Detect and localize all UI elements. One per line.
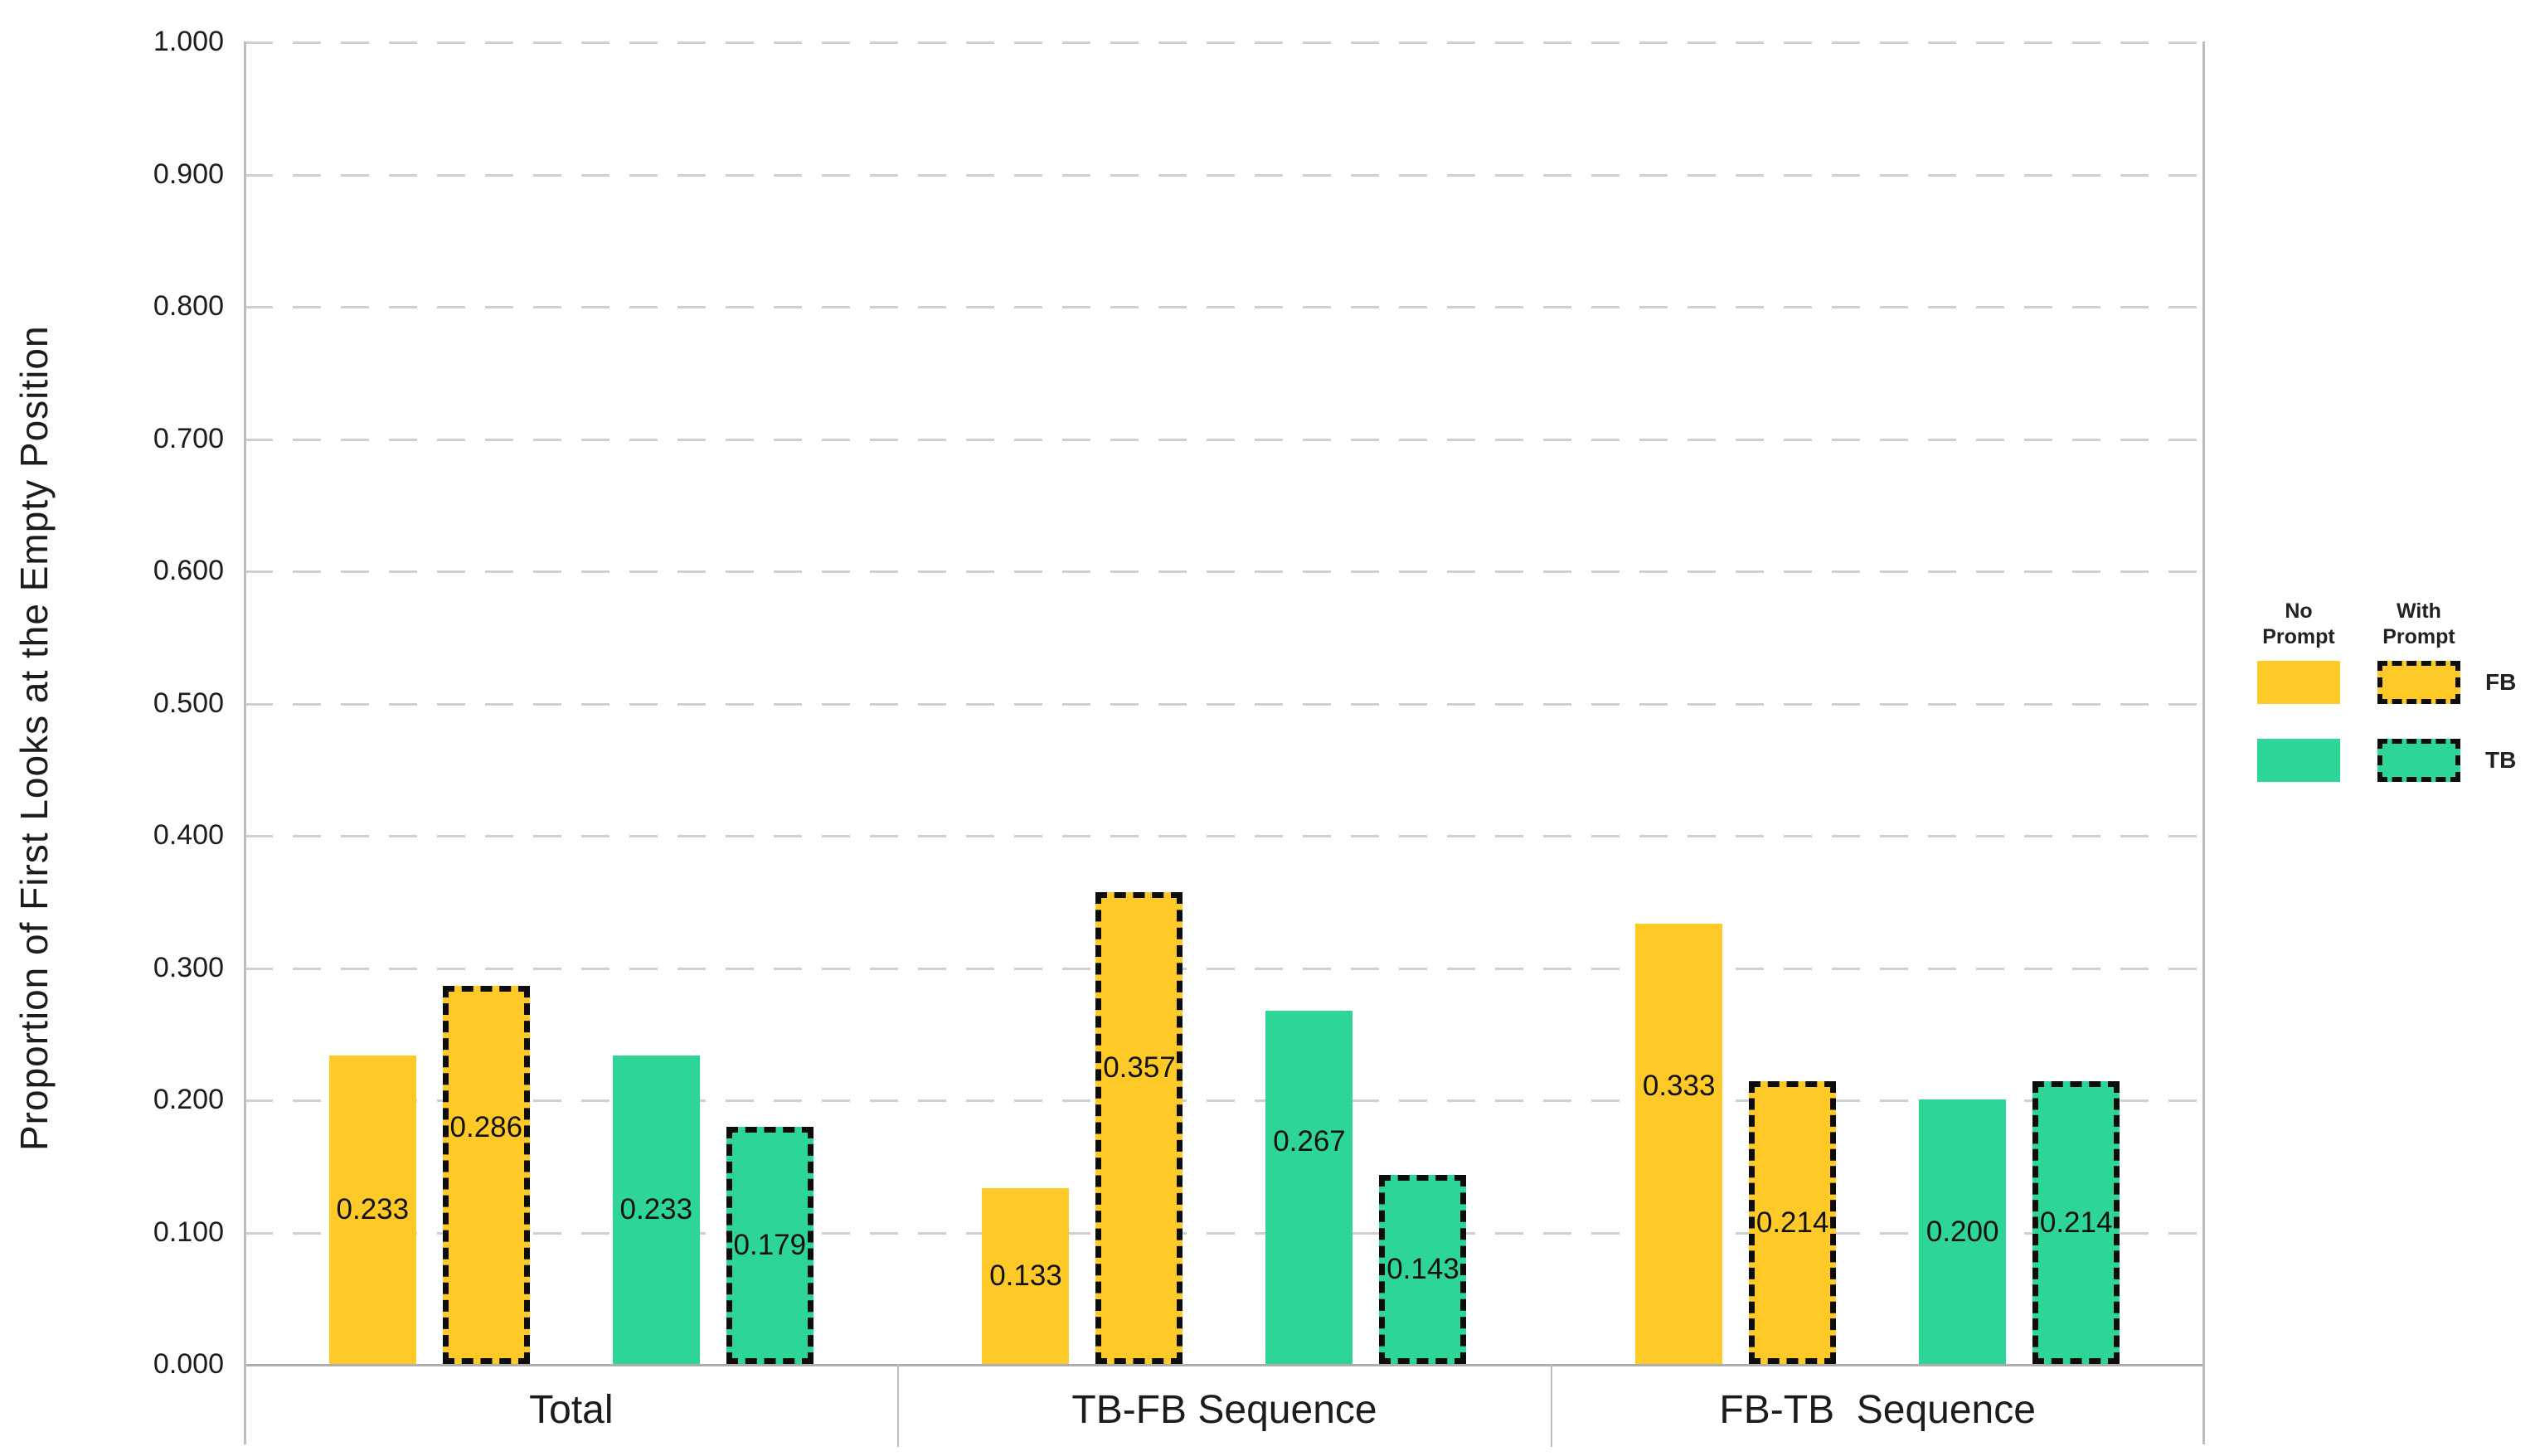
x-category-cell: FB-TB Sequence	[1551, 1364, 2204, 1451]
fb-with-prompt-swatch	[2377, 661, 2460, 704]
legend-header-no-prompt: No Prompt	[2262, 599, 2335, 648]
gridline	[245, 306, 2204, 308]
bar-value-label: 0.133	[989, 1259, 1062, 1292]
tb-with-prompt-swatch	[2377, 739, 2460, 782]
bar: 0.233	[328, 1056, 416, 1364]
y-axis-title: Proportion of First Looks at the Empty P…	[12, 325, 56, 1151]
category-divider	[897, 1364, 899, 1447]
gridline	[245, 835, 2204, 837]
gridline	[245, 1099, 2204, 1102]
bar-value-label: 0.333	[1642, 1070, 1716, 1103]
plot-right-border	[2202, 41, 2205, 1444]
y-tick-label: 0.300	[153, 952, 224, 983]
category-divider	[1551, 1364, 1552, 1447]
y-tick-label: 0.700	[153, 423, 224, 454]
bar-value-label: 0.143	[1386, 1253, 1459, 1285]
bar-value-label: 0.214	[2039, 1206, 2113, 1239]
legend-label-fb: FB	[2485, 669, 2517, 695]
category-group: 0.233 0.286 0.233 0.179	[245, 41, 898, 1364]
bar-value-label: 0.267	[1273, 1124, 1346, 1158]
bar: 0.233	[612, 1056, 700, 1364]
fb-no-prompt-swatch	[2257, 661, 2340, 704]
bar-value-label: 0.214	[1756, 1206, 1829, 1239]
tb-no-prompt-swatch	[2257, 739, 2340, 782]
category-group: 0.333 0.214 0.200 0.214	[1551, 41, 2204, 1364]
y-tick-label: 0.200	[153, 1084, 224, 1115]
bar: 0.357	[1095, 892, 1183, 1364]
bar-value-label: 0.286	[449, 1110, 523, 1143]
bar-value-label: 0.179	[733, 1229, 807, 1261]
gridline	[245, 570, 2204, 573]
bar: 0.286	[442, 986, 530, 1364]
legend-header-with-prompt: With Prompt	[2382, 599, 2455, 648]
gridline	[245, 174, 2204, 177]
category-group: 0.133 0.357 0.267 0.143	[898, 41, 1552, 1364]
bar: 0.143	[1379, 1175, 1467, 1364]
bar: 0.179	[726, 1127, 813, 1364]
y-tick-label: 1.000	[153, 26, 224, 57]
gridline	[245, 439, 2204, 441]
bar: 0.214	[1749, 1081, 1837, 1364]
y-tick-label: 0.900	[153, 158, 224, 190]
bar: 0.200	[1919, 1099, 2007, 1364]
legend-row-tb: TB	[2257, 739, 2531, 782]
y-tick-label: 0.000	[153, 1348, 224, 1380]
y-tick-label: 0.800	[153, 290, 224, 322]
plot-left-border	[244, 41, 246, 1444]
x-category-label: Total	[529, 1388, 614, 1432]
x-category-cell: TB-FB Sequence	[898, 1364, 1552, 1451]
legend: No Prompt With Prompt FB TB	[2257, 599, 2531, 817]
x-category-cell: Total	[245, 1364, 898, 1451]
gridline	[245, 1232, 2204, 1235]
gridline	[245, 968, 2204, 970]
bar: 0.214	[2032, 1081, 2120, 1364]
gridline	[245, 41, 2204, 44]
x-category-label: FB-TB Sequence	[1719, 1388, 2036, 1432]
bar: 0.133	[982, 1188, 1070, 1364]
y-tick-label: 0.100	[153, 1216, 224, 1248]
gridline	[245, 703, 2204, 706]
legend-headers: No Prompt With Prompt	[2257, 599, 2531, 649]
y-tick-label: 0.600	[153, 555, 224, 586]
y-tick-label: 0.500	[153, 687, 224, 719]
bar-value-label: 0.233	[619, 1193, 693, 1225]
x-category-label: TB-FB Sequence	[1071, 1388, 1377, 1432]
bar: 0.267	[1265, 1011, 1353, 1364]
plot-area: 0.233 0.286 0.233 0.179 0.133 0.357 0.267 0.143…	[245, 41, 2204, 1366]
legend-row-fb: FB	[2257, 661, 2531, 704]
legend-label-tb: TB	[2485, 747, 2517, 773]
bar: 0.333	[1635, 924, 1723, 1364]
x-axis-baseline	[245, 1364, 2204, 1366]
y-axis-tick-labels: 1.000 0.900 0.800 0.700 0.600 0.500 0.400 0.300…	[100, 26, 224, 1380]
bars-layer: 0.233 0.286 0.233 0.179 0.133 0.357 0.267 0.143…	[245, 41, 2204, 1364]
bar-value-label: 0.357	[1103, 1051, 1176, 1085]
x-axis-band: Total TB-FB Sequence FB-TB Sequence	[245, 1364, 2204, 1451]
bar-value-label: 0.233	[336, 1193, 410, 1225]
bar-value-label: 0.200	[1926, 1215, 1999, 1248]
y-tick-label: 0.400	[153, 819, 224, 851]
